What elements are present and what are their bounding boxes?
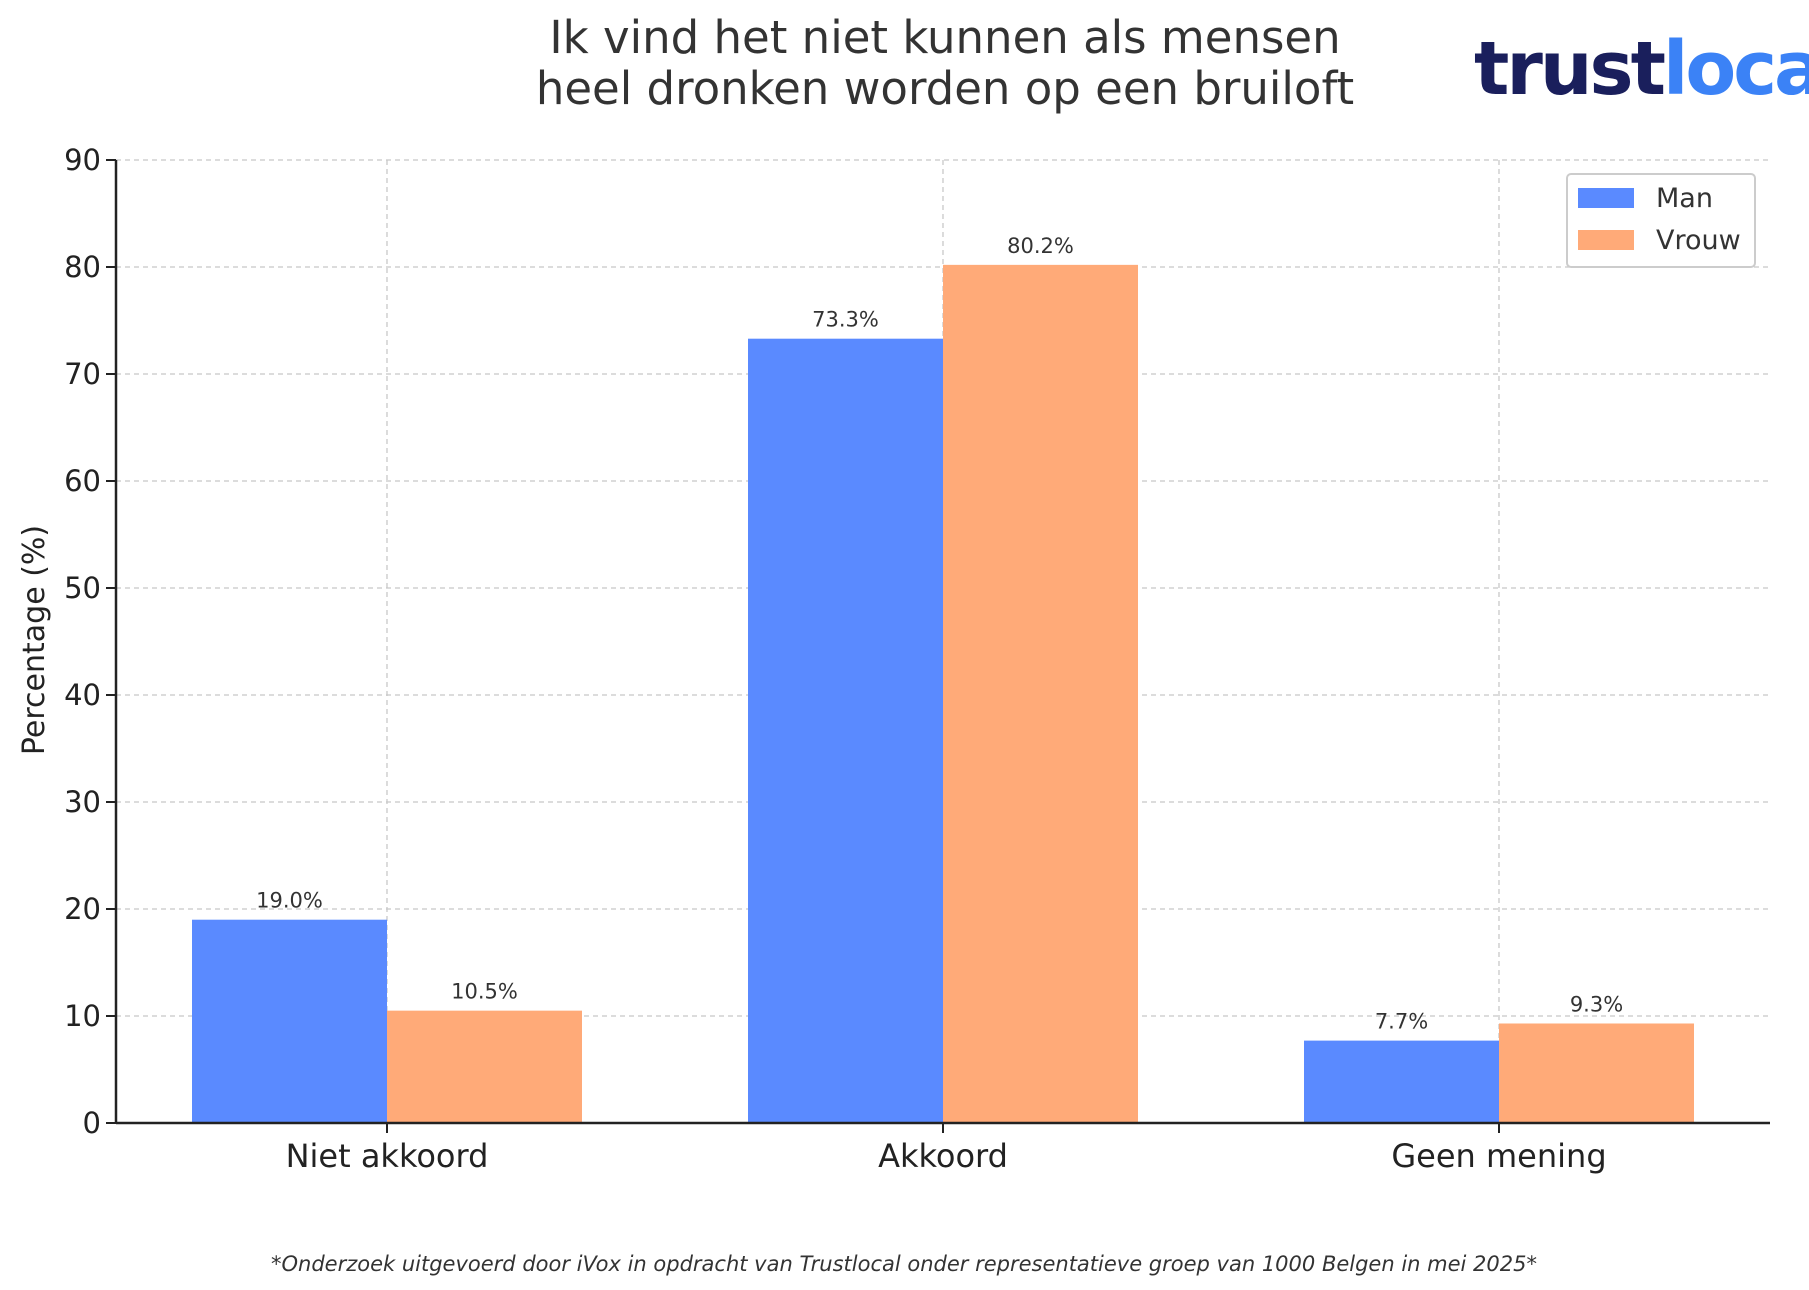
footnote: *Onderzoek uitgevoerd door iVox in opdra…: [271, 1252, 1537, 1276]
x-tick-label-akkoord: Akkoord: [878, 1137, 1008, 1175]
y-tick-label-80: 80: [64, 250, 101, 284]
y-tick-label-0: 0: [83, 1106, 101, 1140]
y-tick-label-20: 20: [64, 892, 101, 926]
svg-text:trustlocal: trustlocal: [1474, 26, 1809, 112]
bar-label-man-akkoord: 73.3%: [812, 308, 879, 332]
legend-swatch-man: [1578, 188, 1634, 208]
legend-swatch-vrouw: [1578, 230, 1634, 250]
chart-title-line-2: heel dronken worden op een bruiloft: [536, 62, 1354, 115]
x-tick-label-niet-akkoord: Niet akkoord: [286, 1137, 489, 1175]
chart-title-line-1: Ik vind het niet kunnen als mensen: [549, 11, 1340, 64]
bar-vrouw-akkoord: [943, 264, 1138, 1123]
bars: [192, 264, 1694, 1123]
bar-label-vrouw-geen-mening: 9.3%: [1570, 992, 1623, 1016]
y-tick-label-30: 30: [64, 785, 101, 819]
y-axis-ticks: 0 10 20 30 40 50 60 70 80 90: [64, 143, 116, 1140]
bar-man-niet-akkoord: [192, 919, 387, 1123]
trustlocal-logo: trustlocal: [1474, 26, 1809, 112]
y-tick-label-60: 60: [64, 464, 101, 498]
bar-value-labels: 19.0% 10.5% 73.3% 80.2% 7.7% 9.3%: [256, 234, 1623, 1034]
bar-vrouw-geen-mening: [1499, 1023, 1694, 1123]
bar-man-geen-mening: [1304, 1040, 1499, 1123]
bar-label-man-niet-akkoord: 19.0%: [256, 889, 323, 913]
y-axis-title: Percentage (%): [17, 525, 52, 755]
bar-vrouw-niet-akkoord: [387, 1010, 582, 1123]
y-tick-label-10: 10: [64, 999, 101, 1033]
legend: Man Vrouw: [1566, 173, 1756, 268]
x-tick-label-geen-mening: Geen mening: [1391, 1137, 1606, 1175]
gridlines: [116, 159, 1770, 1123]
y-tick-label-40: 40: [64, 678, 101, 712]
logo-text-light: local: [1663, 26, 1809, 112]
bar-label-vrouw-akkoord: 80.2%: [1007, 234, 1074, 258]
logo-text-dark: trust: [1474, 26, 1665, 112]
legend-label-vrouw: Vrouw: [1656, 225, 1741, 256]
y-tick-label-70: 70: [64, 357, 101, 391]
bar-label-man-geen-mening: 7.7%: [1375, 1010, 1428, 1034]
y-tick-label-50: 50: [64, 571, 101, 605]
y-tick-label-90: 90: [64, 143, 101, 177]
chart-title: Ik vind het niet kunnen als mensen heel …: [536, 11, 1354, 115]
bar-man-akkoord: [748, 338, 943, 1123]
legend-label-man: Man: [1656, 183, 1713, 214]
x-axis-ticks: Niet akkoord Akkoord Geen mening: [286, 1123, 1607, 1175]
bar-label-vrouw-niet-akkoord: 10.5%: [451, 980, 518, 1004]
